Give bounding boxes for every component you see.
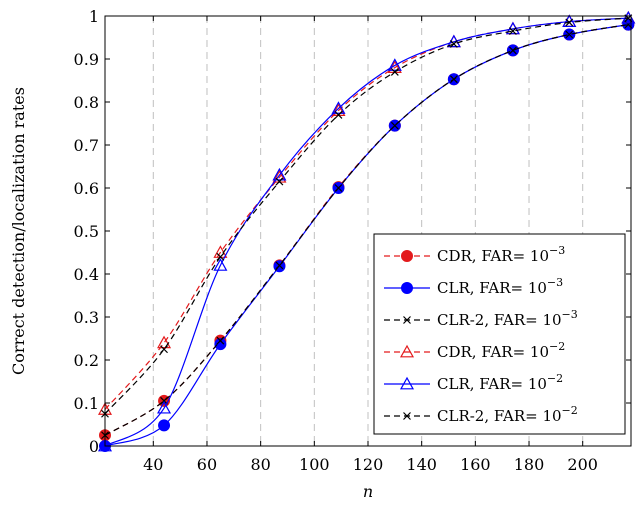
x-tick-label: 180: [514, 455, 545, 474]
data-point: [157, 400, 172, 414]
data-point: [562, 14, 577, 27]
data-point: [275, 261, 284, 270]
legend-entry: CDR, FAR= 10−2: [384, 340, 565, 361]
data-point: [508, 46, 517, 55]
legend-label: CLR-2, FAR= 10−3: [437, 308, 578, 329]
legend-entry: CDR, FAR= 10−3: [384, 244, 565, 265]
x-axis-label: n: [363, 482, 373, 501]
y-tick-label: 0.4: [74, 265, 99, 284]
data-point: [390, 67, 399, 76]
data-point: [214, 338, 227, 351]
data-point: [331, 101, 346, 114]
series-layer: [97, 10, 636, 452]
y-tick-label: 0.9: [74, 50, 99, 69]
legend-entry: CLR-2, FAR= 10−2: [384, 404, 578, 425]
x-tick-label: 40: [143, 455, 163, 474]
y-tick-label: 1: [89, 7, 99, 26]
data-point: [213, 245, 228, 258]
legend-label: CLR-2, FAR= 10−2: [437, 404, 578, 425]
data-point: [216, 336, 225, 345]
y-tick-label: 0.7: [74, 136, 99, 155]
y-axis-label: Correct detection/localization rates: [9, 87, 28, 375]
y-tick-label: 0.2: [74, 351, 99, 370]
data-point: [334, 110, 343, 119]
y-tick-label: 0.5: [74, 222, 99, 241]
data-point: [565, 18, 574, 27]
y-tick-label: 0: [89, 437, 99, 456]
y-tick-label: 0.3: [74, 308, 99, 327]
legend-marker: [403, 412, 411, 420]
data-point: [158, 419, 171, 432]
series-line: [104, 24, 629, 436]
data-point: [334, 184, 343, 192]
data-point: [449, 75, 458, 84]
legend-marker: [401, 282, 413, 294]
legend-box: [373, 233, 626, 435]
legend: CDR, FAR= 10−3 CLR, FAR= 10−3 CLR-2, FAR= …: [373, 233, 626, 435]
legend-entry: CLR, FAR= 10−3: [384, 276, 563, 297]
legend-entry: CLR-2, FAR= 10−3: [384, 308, 578, 329]
legend-label: CDR, FAR= 10−3: [437, 244, 565, 265]
data-point: [216, 252, 225, 261]
legend-label: CDR, FAR= 10−2: [437, 340, 565, 361]
axis-ticks: 40 60 80 100 120 140 160 180 200 0 0.1 0.2 0.3 0.4 0.5…: [74, 7, 631, 474]
y-tick-label: 0.8: [74, 93, 99, 112]
data-point: [387, 58, 402, 71]
data-point: [157, 335, 172, 349]
data-point: [213, 258, 228, 271]
legend-marker: [403, 316, 411, 324]
x-tick-label: 100: [299, 455, 330, 474]
x-tick-label: 200: [567, 455, 598, 474]
legend-marker: [399, 344, 415, 358]
x-tick-label: 60: [197, 455, 217, 474]
data-point: [97, 438, 113, 452]
y-tick-label: 0.6: [74, 179, 99, 198]
data-point: [275, 177, 284, 186]
data-point: [390, 121, 399, 130]
data-point: [449, 40, 458, 48]
x-tick-label: 140: [406, 455, 437, 474]
y-tick-label: 0.1: [74, 394, 99, 413]
series-line: [104, 17, 629, 447]
legend-label: CLR, FAR= 10−2: [437, 372, 563, 393]
data-point: [272, 167, 287, 181]
x-tick-label: 80: [250, 455, 270, 474]
series-3: [101, 20, 633, 440]
x-tick-label: 160: [460, 455, 491, 474]
data-point: [160, 345, 168, 354]
legend-label: CLR, FAR= 10−3: [437, 276, 563, 297]
legend-marker: [401, 250, 413, 262]
data-point: [565, 30, 574, 39]
legend-entry: CLR, FAR= 10−2: [384, 372, 563, 393]
data-point: [508, 27, 517, 35]
legend-marker: [399, 376, 415, 390]
x-tick-label: 120: [353, 455, 384, 474]
